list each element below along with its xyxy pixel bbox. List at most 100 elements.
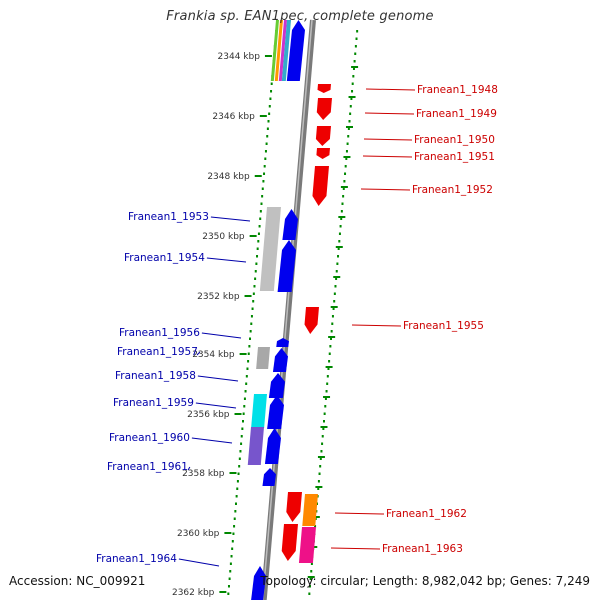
guide-dot xyxy=(240,435,243,438)
guide-dot xyxy=(337,247,340,250)
guide-dot xyxy=(248,345,251,348)
guide-dot xyxy=(252,300,255,303)
kbp-tick-mark xyxy=(259,115,267,117)
kbp-tick-label: 2354 kbp xyxy=(192,350,235,360)
guide-dot xyxy=(319,457,322,460)
guide-dot xyxy=(352,75,355,78)
guide-dot xyxy=(342,187,345,190)
kbp-tick-label: 2350 kbp xyxy=(202,232,245,242)
minor-tick xyxy=(333,276,341,278)
guide-dot xyxy=(340,217,343,220)
minor-tick xyxy=(323,396,331,398)
minor-tick xyxy=(325,366,333,368)
guide-dot xyxy=(347,127,350,130)
leader-line xyxy=(206,257,247,263)
gene-arrow xyxy=(286,492,302,522)
guide-dot xyxy=(342,195,345,198)
kbp-ticks: 2344 kbp 2346 kbp 2348 kbp 2350 kbp 2352 kbp… xyxy=(172,52,272,598)
guide-dot xyxy=(238,457,241,460)
kbp-tick-mark xyxy=(229,472,237,474)
guide-dot xyxy=(227,592,230,595)
guide-dot xyxy=(232,532,235,535)
kbp-tick-label: 2352 kbp xyxy=(197,292,240,302)
guide-dot xyxy=(348,120,351,123)
gene-bar xyxy=(302,494,318,526)
leader-line xyxy=(210,216,251,222)
kbp-tick-label: 2348 kbp xyxy=(207,172,250,182)
guide-dot xyxy=(249,337,252,340)
guide-dot xyxy=(262,180,265,183)
guide-dot xyxy=(347,135,350,138)
guide-dot xyxy=(318,472,321,475)
minor-tick xyxy=(320,426,328,428)
minor-tick xyxy=(328,336,336,338)
leader-line xyxy=(365,88,416,91)
gene-bar xyxy=(274,20,283,81)
kbp-tick-mark xyxy=(219,591,227,593)
guide-dot xyxy=(338,240,341,243)
guide-dot xyxy=(320,450,323,453)
guide-dot xyxy=(338,232,341,235)
guide-dot xyxy=(352,67,355,70)
leader-line xyxy=(334,512,385,515)
minor-tick xyxy=(317,456,325,458)
minor-tick xyxy=(335,246,343,248)
minor-tick xyxy=(315,486,323,488)
leader-line xyxy=(330,547,381,550)
guide-dot xyxy=(241,427,244,430)
guide-dot xyxy=(236,487,239,490)
guide-dot xyxy=(249,330,252,333)
backbone-highlight xyxy=(261,19,313,600)
kbp-tick-mark xyxy=(244,295,252,297)
guide-dot xyxy=(264,150,267,153)
kbp-tick-mark xyxy=(234,413,242,415)
guide-dot xyxy=(308,592,311,595)
guide-dot xyxy=(235,495,238,498)
page-title: Frankia sp. EAN1pec, complete genome xyxy=(166,9,434,24)
kbp-tick-label: 2344 kbp xyxy=(218,52,261,62)
guide-dot xyxy=(349,112,352,115)
gene-arrow xyxy=(262,468,276,486)
guide-dot xyxy=(251,307,254,310)
guide-dot xyxy=(263,172,266,175)
gene-label-franean1-1963: Franean1_1963 xyxy=(382,543,463,555)
guide-dot xyxy=(331,322,334,325)
kbp-tick-mark xyxy=(224,532,232,534)
guide-dot xyxy=(337,255,340,258)
guide-dot xyxy=(228,577,231,580)
minor-tick xyxy=(348,96,356,98)
guide-dot xyxy=(245,375,248,378)
kbp-tick-label: 2358 kbp xyxy=(182,469,225,479)
guide-dot xyxy=(331,315,334,318)
guide-dot xyxy=(257,232,260,235)
gene-label-franean1-1964: Franean1_1964 xyxy=(96,553,177,565)
gene-arrow xyxy=(276,338,289,347)
gene-bar xyxy=(298,527,316,563)
minor-tick xyxy=(345,126,353,128)
guide-dot xyxy=(257,240,260,243)
gene-arrow xyxy=(317,84,331,93)
leader-line xyxy=(360,188,411,191)
guide-dot xyxy=(324,405,327,408)
minor-tick xyxy=(351,66,359,68)
guide-dot xyxy=(231,547,234,550)
guide-dot xyxy=(334,285,337,288)
gene-label-franean1-1948: Franean1_1948 xyxy=(417,84,498,96)
guide-dot xyxy=(253,285,256,288)
guide-dot xyxy=(261,187,264,190)
guide-dot xyxy=(325,390,328,393)
guide-dot xyxy=(346,142,349,145)
guide-dot xyxy=(229,570,232,573)
gene-arrow xyxy=(264,428,281,464)
guide-dot xyxy=(341,202,344,205)
guide-dot xyxy=(230,555,233,558)
minor-tick xyxy=(307,576,315,578)
gene-label-franean1-1956: Franean1_1956 xyxy=(119,327,200,339)
guide-dot xyxy=(260,202,263,205)
guide-dot xyxy=(229,562,232,565)
gene-label-franean1-1957: Franean1_1957 xyxy=(117,346,198,358)
guide-dot xyxy=(245,382,248,385)
guide-dot xyxy=(227,585,230,588)
guide-dot xyxy=(255,262,258,265)
guide-dot xyxy=(333,292,336,295)
